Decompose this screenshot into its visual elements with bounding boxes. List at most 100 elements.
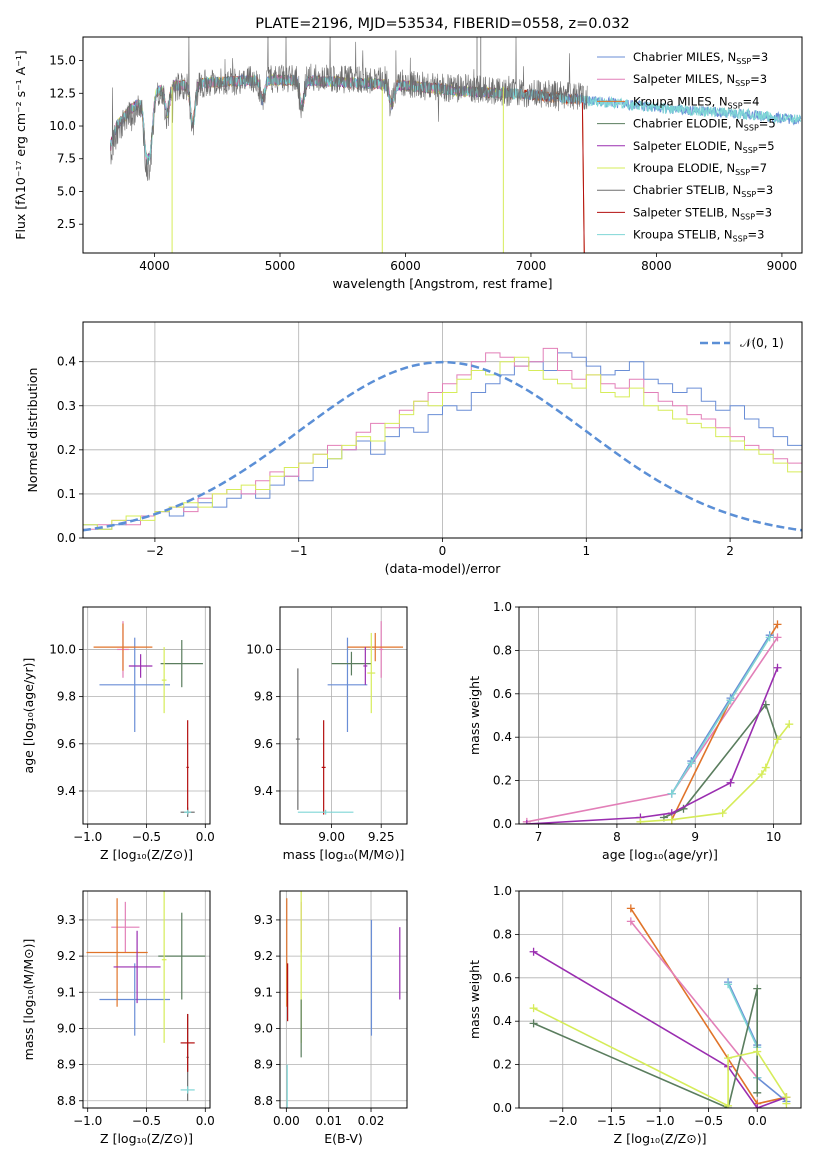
x-tick-label: 0.02 <box>358 1114 385 1128</box>
plot-area <box>280 891 407 1108</box>
y-tick-label: 5.0 <box>57 184 76 198</box>
plot-area <box>280 607 407 824</box>
legend-suffix: =3 <box>755 205 772 219</box>
legend-subscript: SSP <box>740 212 755 221</box>
panel-age_vs_Z: −1.0 −0.5 0.0 9.4 9.6 9.8 10.0 Z [log₁₀(Z/Z⊙)] a… <box>21 606 215 862</box>
legend-label: Kroupa ELODIE, NSSP=7 <box>633 161 767 177</box>
legend-subscript: SSP <box>728 101 743 110</box>
y-tick-label: 0.0 <box>57 531 76 545</box>
panel-mass_vs_Z: −1.0 −0.5 0.0 8.8 8.9 9.0 9.1 9.2 9.3 Z [log₁₀(Z/… <box>21 890 215 1146</box>
y-axis-label: Normed distribution <box>25 368 40 493</box>
legend-label: Chabrier MILES, NSSP=3 <box>633 50 768 66</box>
y-tick-label: 9.1 <box>57 985 76 999</box>
y-tick-label: 0.0 <box>493 817 512 831</box>
legend-label: Kroupa STELIB, NSSP=3 <box>633 228 764 244</box>
mass-weight-line <box>727 983 758 1078</box>
x-tick-label: 0 <box>439 544 447 558</box>
marker <box>753 1088 762 1097</box>
marker <box>785 720 794 729</box>
panel-mass_weight_vs_age: 7 8 9 10 0.0 0.2 0.4 0.6 0.8 1.0 age [log₁₀(age/yr… <box>467 600 802 862</box>
x-tick-label: −1.5 <box>597 1114 626 1128</box>
y-tick-label: 0.8 <box>493 927 512 941</box>
axes-frame <box>82 36 803 254</box>
panel-residuals: −2 −1 0 1 2 0.0 0.1 0.2 0.3 0.4 (data-model)/error… <box>25 321 803 576</box>
y-tick-label: 9.2 <box>254 949 273 963</box>
x-tick-label: 7 <box>535 830 543 844</box>
x-tick-label: 0.00 <box>273 1114 300 1128</box>
marker <box>726 778 735 787</box>
legend-subscript: SSP <box>736 57 751 66</box>
y-tick-label: 0.1 <box>57 487 76 501</box>
y-axis-label: mass [log₁₀(M/M⊙)] <box>21 939 36 1061</box>
marker <box>773 633 782 642</box>
legend-text: Chabrier ELODIE, N <box>633 117 744 131</box>
y-tick-label: 9.3 <box>254 913 273 927</box>
marker <box>667 815 676 824</box>
y-tick-label: 0.6 <box>493 687 512 701</box>
model-spectrum-line <box>110 74 585 253</box>
legend: 𝒩(0, 1) <box>700 336 784 350</box>
y-tick-label: 9.0 <box>57 1021 76 1035</box>
legend-text: Chabrier MILES, N <box>633 50 736 64</box>
y-tick-label: 10.0 <box>246 642 273 656</box>
y-tick-label: 15.0 <box>49 54 76 68</box>
y-tick-label: 0.4 <box>493 730 512 744</box>
panel-mass_weight_vs_Z: −2.0 −1.5 −1.0 −0.5 0.0 0.0 0.2 0.4 0.6 0.8 1.0 Z [… <box>467 884 802 1146</box>
legend-suffix: =7 <box>750 161 767 175</box>
mass-weight-line <box>526 667 779 824</box>
legend-text: Salpeter STELIB, N <box>633 205 740 219</box>
legend-suffix: =5 <box>759 117 776 131</box>
marker <box>753 1047 762 1056</box>
panel-mass_vs_EBV: 0.00 0.01 0.02 8.8 8.9 9.0 9.1 9.2 9.3 E(B-V) <box>254 890 408 1146</box>
y-tick-label: 8.8 <box>254 1094 273 1108</box>
mass-weight-line <box>533 988 758 1108</box>
plot-area <box>83 891 210 1108</box>
marker <box>626 904 635 913</box>
y-tick-label: 0.2 <box>493 774 512 788</box>
x-tick-label: 9000 <box>767 259 798 273</box>
x-tick-label: −1.0 <box>645 1114 674 1128</box>
marker <box>753 984 762 993</box>
plot-area <box>519 891 801 1108</box>
y-tick-label: 0.3 <box>57 399 76 413</box>
plot-area <box>83 322 802 538</box>
y-tick-label: 0.4 <box>493 1014 512 1028</box>
mass-weight-line <box>533 951 787 1108</box>
x-tick-label: −0.5 <box>132 1114 161 1128</box>
x-tick-label: 4000 <box>139 259 170 273</box>
marker <box>765 633 774 642</box>
y-tick-label: 9.8 <box>57 690 76 704</box>
x-tick-label: 8000 <box>641 259 672 273</box>
legend-subscript: SSP <box>735 79 750 88</box>
legend-subscript: SSP <box>741 190 756 199</box>
x-tick-label: 2 <box>726 544 734 558</box>
legend-label: Salpeter ELODIE, NSSP=5 <box>633 139 775 155</box>
y-tick-label: 9.4 <box>254 784 273 798</box>
axes-frame <box>279 890 408 1109</box>
legend-label: Chabrier STELIB, NSSP=3 <box>633 183 773 199</box>
legend-suffix: =3 <box>748 228 765 242</box>
axes-frame <box>518 606 802 825</box>
x-axis-label: Z [log₁₀(Z/Z⊙)] <box>100 1131 193 1146</box>
y-tick-label: 0.2 <box>57 443 76 457</box>
legend-label: Chabrier ELODIE, NSSP=5 <box>633 117 776 133</box>
marker <box>761 763 770 772</box>
marker <box>773 620 782 629</box>
axes-frame <box>518 890 802 1109</box>
y-axis-label: mass weight <box>467 676 482 755</box>
marker <box>522 820 531 824</box>
marker <box>753 1104 762 1108</box>
x-tick-label: 0.01 <box>315 1114 342 1128</box>
marker <box>773 735 782 744</box>
y-axis-label: mass weight <box>467 960 482 1039</box>
x-tick-label: 1 <box>582 544 590 558</box>
legend-label: Salpeter STELIB, NSSP=3 <box>633 205 772 221</box>
legend-text: Kroupa ELODIE, N <box>633 161 735 175</box>
plot-area <box>110 37 802 253</box>
y-tick-label: 8.9 <box>254 1058 273 1072</box>
legend-subscript: SSP <box>733 235 748 244</box>
mass-weight-line <box>640 723 790 823</box>
mass-weight-line <box>630 920 758 1079</box>
marker <box>757 770 766 779</box>
